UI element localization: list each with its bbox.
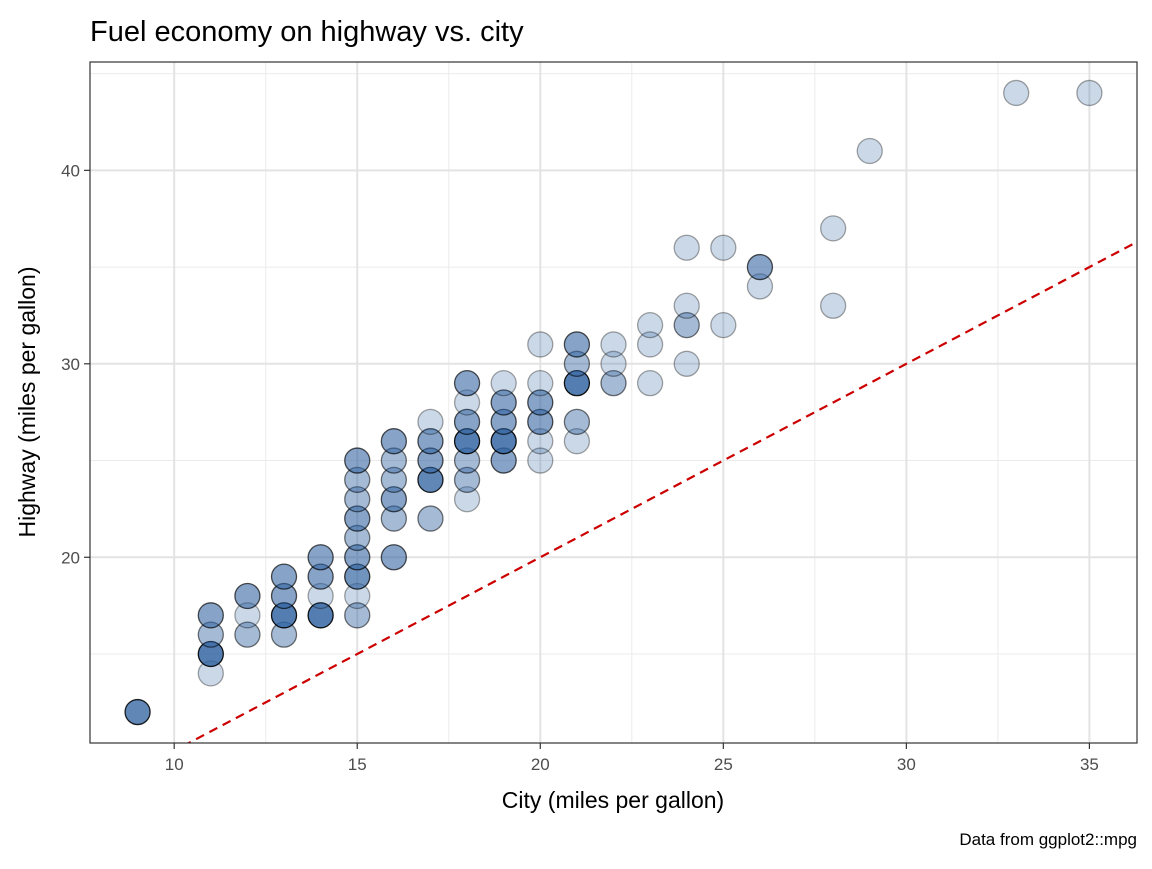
data-point xyxy=(453,370,481,397)
data-point xyxy=(344,486,371,513)
data-point xyxy=(527,370,554,397)
points xyxy=(124,79,1103,726)
x-tick-label: 35 xyxy=(1080,755,1099,774)
data-point xyxy=(417,505,444,532)
data-point xyxy=(563,408,591,435)
data-point xyxy=(234,621,261,648)
data-point xyxy=(124,698,151,726)
reference-line-y-equals-x xyxy=(186,240,1137,743)
data-point xyxy=(380,466,407,494)
grid xyxy=(90,62,1137,743)
data-point xyxy=(234,582,261,610)
data-point xyxy=(710,311,737,339)
data-point xyxy=(527,331,554,358)
data-point xyxy=(270,563,298,590)
reference-line-group xyxy=(186,240,1137,743)
data-point xyxy=(344,602,371,629)
data-point xyxy=(636,311,664,339)
data-point xyxy=(380,544,407,571)
data-point xyxy=(453,408,481,435)
data-point xyxy=(563,428,591,455)
data-point xyxy=(563,370,591,397)
data-point xyxy=(527,447,554,474)
data-point xyxy=(490,389,517,416)
x-tick-label: 25 xyxy=(714,755,733,774)
data-point xyxy=(636,331,664,358)
data-point xyxy=(673,311,700,339)
data-point xyxy=(453,466,481,494)
data-point xyxy=(563,331,591,358)
y-tick-label: 20 xyxy=(61,548,80,567)
data-point xyxy=(380,486,407,513)
data-point xyxy=(417,428,444,455)
data-point xyxy=(380,428,407,455)
data-point xyxy=(307,602,334,629)
data-point xyxy=(673,292,700,319)
data-point xyxy=(344,505,371,532)
data-point xyxy=(820,292,847,319)
data-point xyxy=(673,350,700,377)
data-point xyxy=(344,447,371,474)
chart-title: Fuel economy on highway vs. city xyxy=(90,16,524,48)
data-point xyxy=(1076,79,1103,107)
data-point xyxy=(197,602,224,629)
data-point xyxy=(1003,79,1030,107)
y-axis-title: Highway (miles per gallon) xyxy=(14,267,40,538)
data-point xyxy=(600,331,627,358)
data-point xyxy=(820,215,847,242)
x-tick-label: 10 xyxy=(165,755,184,774)
x-tick-label: 20 xyxy=(531,755,550,774)
data-point xyxy=(453,486,481,513)
data-point xyxy=(710,234,737,261)
caption: Data from ggplot2::mpg xyxy=(959,830,1137,849)
data-point xyxy=(197,640,224,668)
data-point xyxy=(307,544,334,571)
data-point xyxy=(344,544,371,571)
data-point xyxy=(417,408,444,435)
data-point xyxy=(600,350,627,377)
x-axis-title: City (miles per gallon) xyxy=(502,787,724,813)
x-tick-label: 15 xyxy=(348,755,367,774)
data-point xyxy=(746,253,774,281)
axes: 10 15 20 25 30 35 20 30 40 xyxy=(61,161,1099,774)
y-tick-label: 30 xyxy=(61,355,80,374)
y-tick-label: 40 xyxy=(61,161,80,180)
x-tick-label: 30 xyxy=(897,755,916,774)
panel-border xyxy=(89,61,1138,744)
data-point xyxy=(636,370,664,397)
data-point xyxy=(527,389,554,416)
data-point xyxy=(673,234,700,261)
data-point xyxy=(600,370,627,397)
data-point xyxy=(856,137,883,165)
data-point xyxy=(490,370,517,397)
